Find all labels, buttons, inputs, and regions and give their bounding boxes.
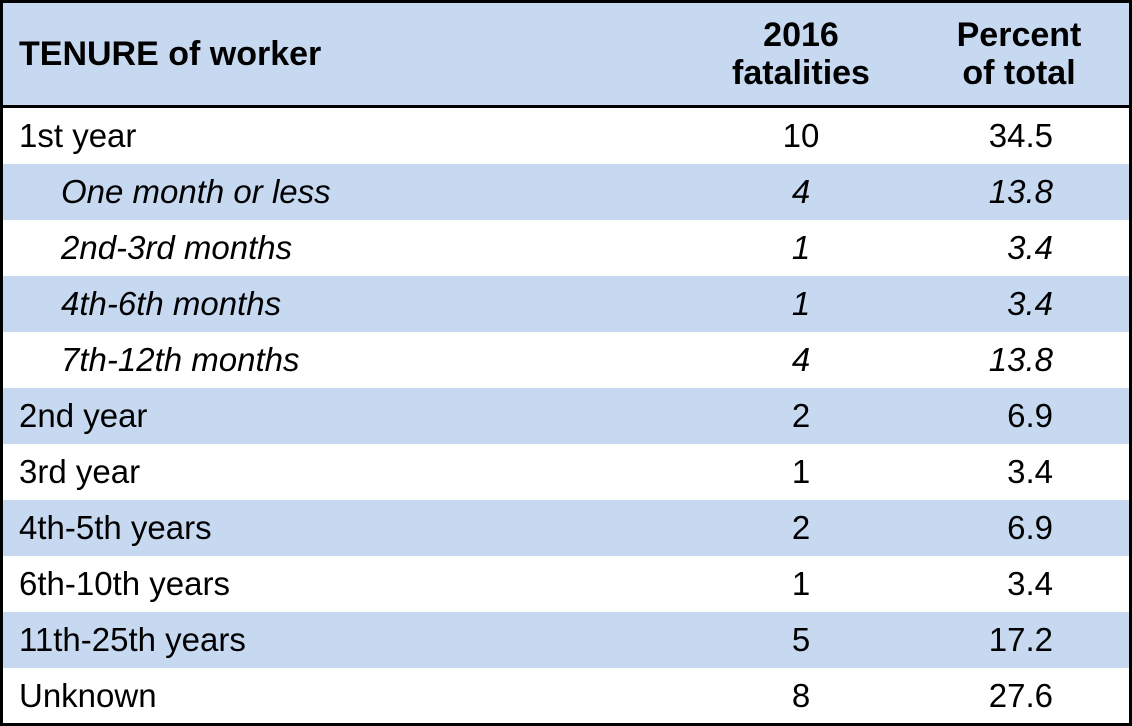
row-percent: 34.5 xyxy=(988,117,1053,154)
row-fatalities: 1 xyxy=(791,229,811,266)
header-percent: Percent of total xyxy=(921,3,1117,105)
table-row: 4th-6th months 1 3.4 xyxy=(3,276,1129,332)
row-fatalities: 10 xyxy=(782,117,820,154)
header-fatalities: 2016 fatalities xyxy=(703,3,899,105)
table-row: 11th-25th years 5 17.2 xyxy=(3,612,1129,668)
table-header: TENURE of worker 2016 fatalities Percent… xyxy=(3,3,1129,108)
table-row: 6th-10th years 1 3.4 xyxy=(3,556,1129,612)
row-label: Unknown xyxy=(19,677,157,714)
row-percent: 13.8 xyxy=(988,173,1053,210)
row-label: 2nd-3rd months xyxy=(61,229,293,266)
table-row: 3rd year 1 3.4 xyxy=(3,444,1129,500)
row-label: 2nd year xyxy=(19,397,148,434)
table-row: 1st year 10 34.5 xyxy=(3,108,1129,164)
row-percent: 27.6 xyxy=(988,677,1053,714)
header-tenure: TENURE of worker xyxy=(19,35,322,73)
row-label: 7th-12th months xyxy=(61,341,300,378)
header-percent-line2: of total xyxy=(962,54,1076,92)
row-fatalities: 1 xyxy=(791,565,811,602)
row-label: 4th-6th months xyxy=(61,285,282,322)
row-percent: 3.4 xyxy=(1007,453,1053,490)
row-label: One month or less xyxy=(61,173,331,210)
table-row: Unknown 8 27.6 xyxy=(3,668,1129,724)
table-row: 2nd year 2 6.9 xyxy=(3,388,1129,444)
header-fatalities-line1: 2016 xyxy=(763,16,839,54)
row-label: 6th-10th years xyxy=(19,565,230,602)
row-label: 4th-5th years xyxy=(19,509,212,546)
row-fatalities: 5 xyxy=(791,621,811,658)
header-fatalities-line2: fatalities xyxy=(732,54,870,92)
row-percent: 6.9 xyxy=(1007,509,1053,546)
row-fatalities: 8 xyxy=(791,677,811,714)
table-row: 7th-12th months 4 13.8 xyxy=(3,332,1129,388)
row-fatalities: 2 xyxy=(791,397,811,434)
row-percent: 13.8 xyxy=(988,341,1053,378)
row-label: 3rd year xyxy=(19,453,141,490)
row-fatalities: 4 xyxy=(791,173,811,210)
row-percent: 3.4 xyxy=(1007,229,1053,266)
table-row: One month or less 4 13.8 xyxy=(3,164,1129,220)
row-fatalities: 2 xyxy=(791,509,811,546)
table-body: 1st year 10 34.5 One month or less 4 13.… xyxy=(3,108,1129,724)
row-percent: 3.4 xyxy=(1007,565,1053,602)
header-percent-line1: Percent xyxy=(956,16,1082,54)
row-percent: 3.4 xyxy=(1007,285,1053,322)
row-fatalities: 1 xyxy=(791,285,811,322)
table-row: 4th-5th years 2 6.9 xyxy=(3,500,1129,556)
row-percent: 17.2 xyxy=(988,621,1053,658)
row-fatalities: 4 xyxy=(791,341,811,378)
row-fatalities: 1 xyxy=(791,453,811,490)
row-label: 1st year xyxy=(19,117,137,154)
row-label: 11th-25th years xyxy=(19,621,246,658)
row-percent: 6.9 xyxy=(1007,397,1053,434)
table-row: 2nd-3rd months 1 3.4 xyxy=(3,220,1129,276)
